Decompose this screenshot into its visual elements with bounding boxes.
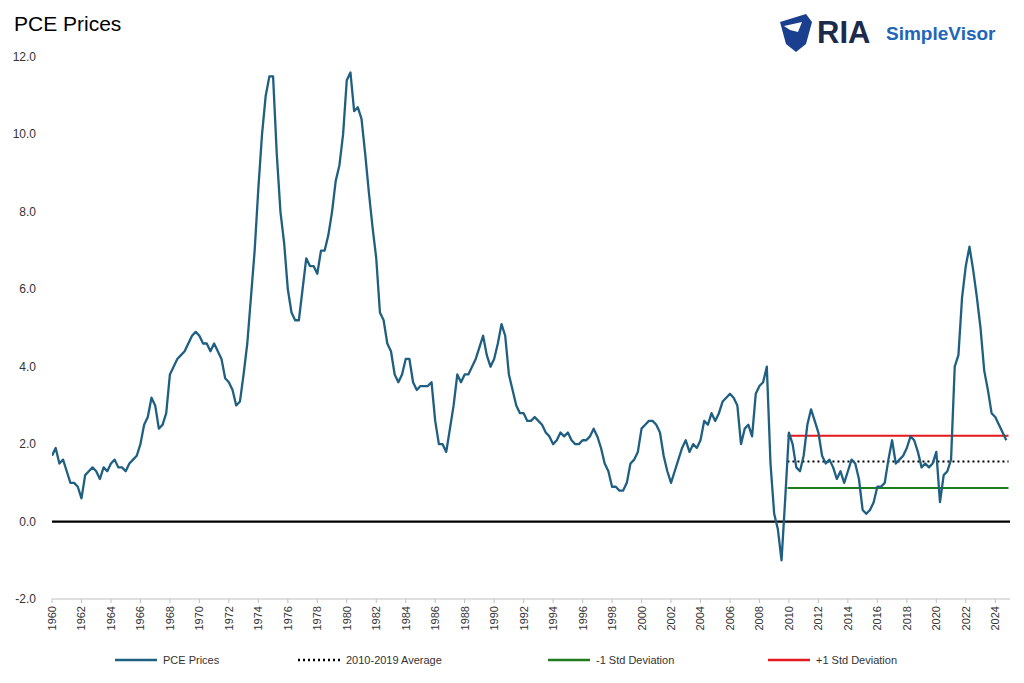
x-tick bbox=[494, 599, 495, 603]
x-tick-label: 1972 bbox=[223, 606, 235, 630]
x-tick bbox=[140, 599, 141, 603]
x-tick bbox=[81, 599, 82, 603]
x-tick bbox=[700, 599, 701, 603]
series-line bbox=[787, 435, 1008, 437]
legend-label: +1 Std Deviation bbox=[816, 654, 897, 666]
x-tick-label: 2020 bbox=[930, 606, 942, 630]
y-tick-label: 2.0 bbox=[19, 437, 36, 451]
x-tick bbox=[936, 599, 937, 603]
x-tick-label: 2004 bbox=[694, 606, 706, 630]
x-tick bbox=[818, 599, 819, 603]
logo-text: RIA bbox=[817, 15, 870, 50]
x-tick-label: 1990 bbox=[488, 606, 500, 630]
x-tick bbox=[877, 599, 878, 603]
x-tick-label: 2014 bbox=[842, 606, 854, 630]
x-tick-label: 1968 bbox=[164, 606, 176, 630]
x-tick-label: 2002 bbox=[665, 606, 677, 630]
x-axis-line bbox=[52, 599, 1010, 600]
chart-title: PCE Prices bbox=[14, 12, 121, 35]
legend-label: 2010-2019 Average bbox=[346, 654, 442, 666]
x-tick bbox=[612, 599, 613, 603]
x-tick-label: 1998 bbox=[606, 606, 618, 630]
x-tick-label: 2016 bbox=[871, 606, 883, 630]
x-tick bbox=[435, 599, 436, 603]
legend-swatch bbox=[768, 659, 810, 661]
x-tick-label: 1962 bbox=[75, 606, 87, 630]
legend: PCE Prices 2010-2019 Average -1 Std Deviat… bbox=[115, 654, 897, 666]
x-tick bbox=[405, 599, 406, 603]
x-tick-label: 1996 bbox=[577, 606, 589, 630]
x-tick-label: 1960 bbox=[46, 606, 58, 630]
x-tick-label: 1988 bbox=[459, 606, 471, 630]
x-tick bbox=[376, 599, 377, 603]
x-tick bbox=[553, 599, 554, 603]
zero-line bbox=[52, 520, 1010, 522]
y-tick-label: 0.0 bbox=[19, 515, 36, 529]
x-tick bbox=[641, 599, 642, 603]
logo-icon bbox=[780, 14, 812, 52]
x-tick-label: 2010 bbox=[783, 606, 795, 630]
x-tick bbox=[906, 599, 907, 603]
y-tick-label: -2.0 bbox=[15, 592, 36, 606]
x-tick bbox=[788, 599, 789, 603]
chart-container: PCE Prices RIA SimpleVisor -2.0 0.0 2.0 4.0 6.0… bbox=[0, 0, 1024, 683]
x-tick bbox=[169, 599, 170, 603]
y-tick-label: 12.0 bbox=[13, 50, 37, 64]
x-tick bbox=[965, 599, 966, 603]
x-tick bbox=[759, 599, 760, 603]
series-line bbox=[787, 487, 1008, 489]
x-tick-label: 2024 bbox=[989, 606, 1001, 630]
logo: RIA SimpleVisor bbox=[780, 14, 996, 52]
x-tick bbox=[110, 599, 111, 603]
x-tick bbox=[729, 599, 730, 603]
x-tick bbox=[582, 599, 583, 603]
logo-text: SimpleVisor bbox=[886, 23, 996, 44]
x-tick-label: 1976 bbox=[282, 606, 294, 630]
x-tick-label: 1982 bbox=[370, 606, 382, 630]
x-tick bbox=[847, 599, 848, 603]
x-tick-label: 2000 bbox=[636, 606, 648, 630]
x-tick-label: 2006 bbox=[724, 606, 736, 630]
x-tick bbox=[523, 599, 524, 603]
x-tick-label: 1980 bbox=[341, 606, 353, 630]
x-tick-label: 2008 bbox=[753, 606, 765, 630]
x-tick-label: 1994 bbox=[547, 606, 559, 630]
y-tick-label: 4.0 bbox=[19, 360, 36, 374]
x-tick-label: 1966 bbox=[134, 606, 146, 630]
legend-swatch bbox=[548, 659, 590, 661]
logo-icon-detail bbox=[784, 22, 802, 32]
x-tick bbox=[671, 599, 672, 603]
x-tick bbox=[317, 599, 318, 603]
x-tick-label: 1992 bbox=[518, 606, 530, 630]
x-tick-label: 1986 bbox=[429, 606, 441, 630]
x-tick-label: 1964 bbox=[105, 606, 117, 630]
x-tick bbox=[464, 599, 465, 603]
x-tick bbox=[346, 599, 347, 603]
y-tick-label: 6.0 bbox=[19, 282, 36, 296]
x-tick-label: 1974 bbox=[252, 606, 264, 630]
x-tick bbox=[228, 599, 229, 603]
x-tick-label: 1984 bbox=[400, 606, 412, 630]
legend-label: PCE Prices bbox=[163, 654, 220, 666]
legend-swatch bbox=[298, 659, 340, 661]
x-tick bbox=[52, 599, 53, 603]
x-tick bbox=[199, 599, 200, 603]
x-tick bbox=[287, 599, 288, 603]
x-tick-label: 2018 bbox=[901, 606, 913, 630]
x-tick bbox=[995, 599, 996, 603]
chart-svg: PCE Prices RIA SimpleVisor -2.0 0.0 2.0 4.0 6.0… bbox=[0, 0, 1024, 683]
x-tick-label: 1978 bbox=[311, 606, 323, 630]
x-tick-label: 1970 bbox=[193, 606, 205, 630]
x-tick-label: 2012 bbox=[812, 606, 824, 630]
plot-area bbox=[52, 72, 1009, 560]
y-tick-label: 8.0 bbox=[19, 205, 36, 219]
x-tick bbox=[258, 599, 259, 603]
legend-swatch bbox=[115, 659, 157, 661]
y-tick-label: 10.0 bbox=[13, 127, 37, 141]
series-line bbox=[52, 72, 1006, 560]
x-tick-label: 2022 bbox=[960, 606, 972, 630]
legend-label: -1 Std Deviation bbox=[596, 654, 674, 666]
